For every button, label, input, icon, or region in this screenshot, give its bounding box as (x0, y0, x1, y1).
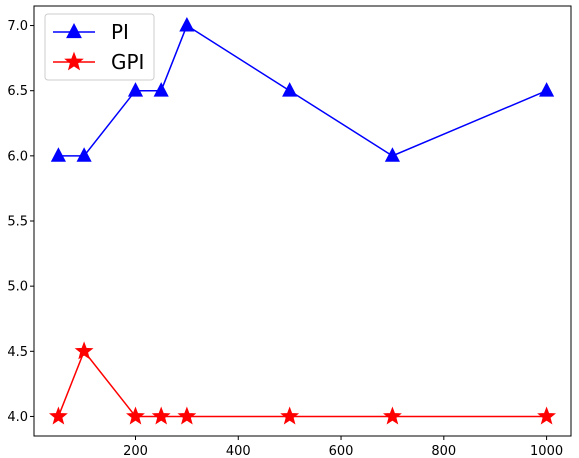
legend-label: GPI (111, 50, 144, 74)
x-tick-label: 400 (226, 444, 251, 458)
series-line-gpi (57, 349, 547, 418)
data-point-gpi (177, 406, 197, 425)
x-axis: 200 400 600 800 1000 (123, 436, 563, 458)
x-tick-label: 200 (123, 444, 148, 458)
data-point-gpi (537, 406, 557, 425)
y-tick-label: 6.5 (7, 84, 28, 99)
series-line-pi (58, 24, 547, 157)
x-tick-label: 600 (329, 444, 354, 458)
data-point-pi (127, 82, 144, 97)
y-tick-label: 7.0 (7, 19, 28, 34)
legend-marker-gpi (64, 51, 84, 71)
y-tick-label: 6.0 (7, 149, 28, 164)
data-point-gpi (382, 406, 402, 425)
data-point-pi (50, 147, 66, 162)
y-axis: 4.0 4.5 5.0 5.5 6.0 6.5 7.0 (7, 19, 34, 425)
data-point-pi (539, 82, 555, 97)
series-pi (50, 16, 555, 162)
data-point-gpi (48, 406, 68, 425)
legend-item-gpi: GPI (53, 50, 144, 74)
data-point-pi (76, 147, 92, 162)
data-point-pi (179, 16, 195, 32)
legend-marker-pi (66, 23, 82, 39)
data-point-gpi (151, 406, 171, 425)
legend: PI GPI (44, 13, 155, 81)
y-tick-label: 5.0 (7, 280, 28, 295)
data-point-gpi (74, 341, 94, 360)
series-gpi (48, 341, 557, 425)
y-tick-label: 5.5 (7, 215, 28, 230)
x-tick-label: 800 (431, 444, 456, 458)
data-point-pi (282, 82, 298, 97)
legend-label: PI (111, 20, 129, 44)
data-point-pi (153, 82, 169, 97)
legend-item-pi: PI (53, 20, 129, 44)
x-tick-label: 1000 (530, 444, 563, 458)
data-point-gpi (280, 406, 300, 425)
data-point-pi (384, 147, 401, 162)
y-tick-label: 4.5 (7, 345, 28, 360)
data-point-gpi (126, 406, 145, 425)
series-layer (48, 16, 557, 425)
y-tick-label: 4.0 (7, 410, 28, 425)
